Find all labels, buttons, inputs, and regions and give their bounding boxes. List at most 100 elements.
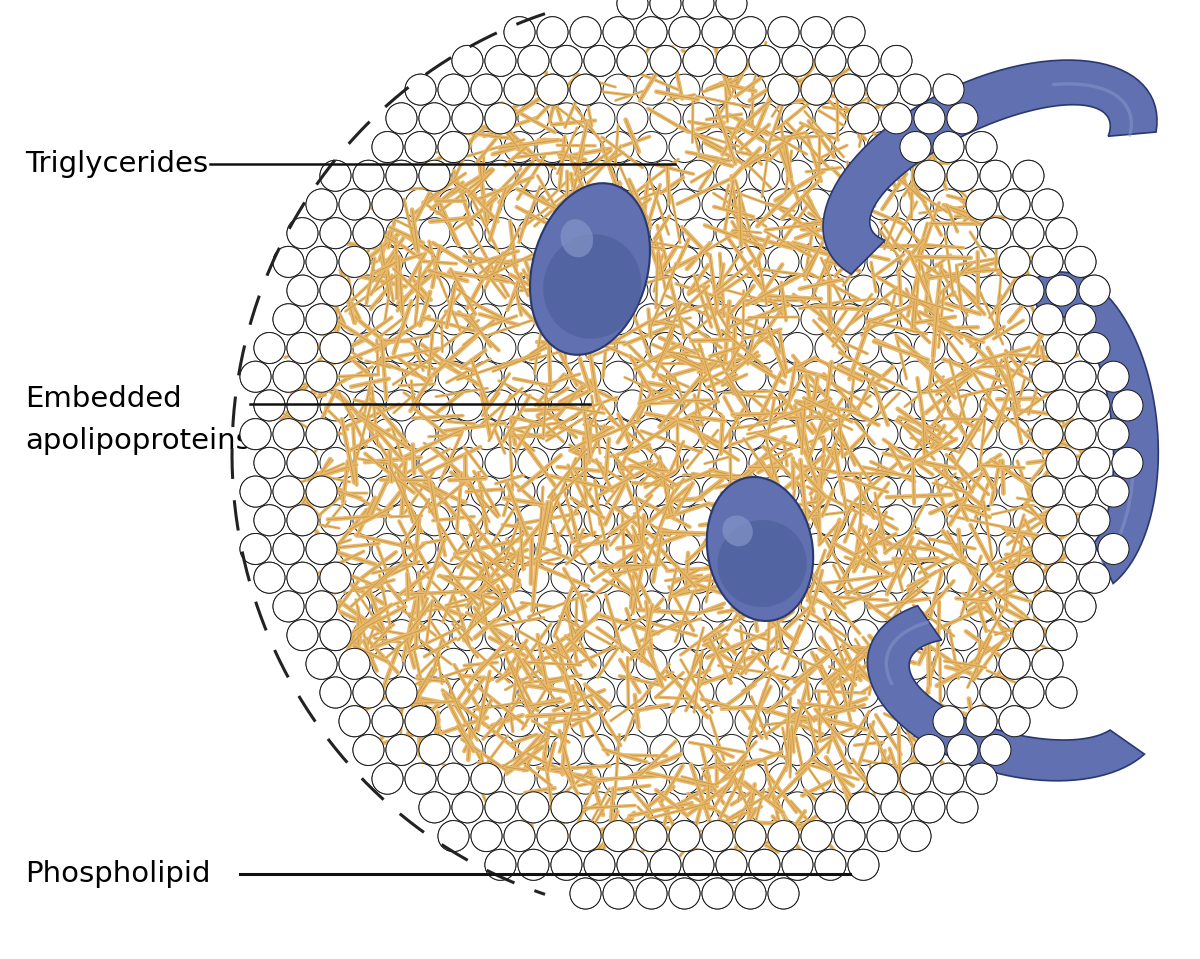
Circle shape [966,189,997,220]
Circle shape [504,362,535,392]
Circle shape [340,246,370,277]
Circle shape [650,275,680,306]
Circle shape [1013,218,1044,248]
Circle shape [419,333,450,363]
Circle shape [848,735,878,765]
Circle shape [736,591,766,621]
Circle shape [570,362,601,392]
Circle shape [617,850,648,880]
Circle shape [604,591,634,621]
Circle shape [538,821,568,852]
Circle shape [782,45,812,77]
Circle shape [1013,447,1044,479]
Circle shape [617,504,648,536]
Circle shape [504,74,535,105]
Circle shape [815,333,846,363]
Circle shape [452,504,482,536]
Circle shape [1112,447,1142,479]
Circle shape [485,103,516,134]
Ellipse shape [718,520,806,607]
Circle shape [802,648,832,679]
Circle shape [320,160,350,191]
Circle shape [670,246,700,277]
Circle shape [604,246,634,277]
Circle shape [848,45,878,77]
Circle shape [518,620,548,650]
Circle shape [868,476,898,507]
Circle shape [802,763,832,794]
Circle shape [670,821,700,852]
Circle shape [815,45,846,77]
Circle shape [834,131,865,162]
Circle shape [604,304,634,335]
Circle shape [1032,419,1063,450]
Circle shape [670,362,700,392]
Circle shape [636,74,667,105]
Circle shape [504,476,535,507]
Circle shape [604,189,634,220]
Circle shape [934,706,964,737]
Circle shape [306,362,337,392]
Circle shape [472,533,502,565]
Circle shape [551,275,582,306]
Circle shape [570,74,601,105]
Circle shape [438,131,469,162]
Circle shape [683,0,714,19]
Circle shape [518,218,548,248]
Circle shape [485,504,516,536]
Circle shape [438,304,469,335]
Circle shape [914,677,944,708]
Circle shape [274,476,304,507]
Circle shape [306,304,337,335]
Circle shape [636,476,667,507]
Circle shape [452,333,482,363]
Circle shape [947,275,978,306]
Circle shape [287,504,318,536]
Circle shape [947,103,978,134]
Circle shape [452,735,482,765]
Circle shape [768,16,799,48]
Circle shape [900,189,931,220]
Text: Embedded: Embedded [25,385,181,413]
Circle shape [504,304,535,335]
Circle shape [881,504,912,536]
Circle shape [320,620,350,650]
Circle shape [419,218,450,248]
Circle shape [406,533,436,565]
Circle shape [386,677,416,708]
Circle shape [584,333,614,363]
Circle shape [386,390,416,421]
Circle shape [485,103,516,134]
Circle shape [1046,390,1076,421]
Circle shape [881,620,912,650]
Circle shape [551,218,582,248]
Circle shape [1066,246,1096,277]
Circle shape [306,476,337,507]
Circle shape [670,74,700,105]
Circle shape [768,706,799,737]
Circle shape [736,246,766,277]
Circle shape [1046,677,1076,708]
Circle shape [1000,591,1030,621]
Circle shape [372,476,403,507]
Circle shape [1013,218,1044,248]
Circle shape [636,131,667,162]
Circle shape [320,562,350,594]
Circle shape [650,735,680,765]
Circle shape [617,735,648,765]
Circle shape [1032,189,1063,220]
Circle shape [287,333,318,363]
Circle shape [815,275,846,306]
Circle shape [604,362,634,392]
Circle shape [1013,275,1044,306]
Circle shape [274,591,304,621]
Circle shape [782,850,812,880]
Circle shape [438,74,469,105]
Circle shape [570,821,601,852]
Circle shape [702,878,733,909]
Circle shape [670,16,700,48]
Circle shape [702,304,733,335]
Circle shape [1046,504,1076,536]
Circle shape [650,333,680,363]
Circle shape [1013,160,1044,191]
